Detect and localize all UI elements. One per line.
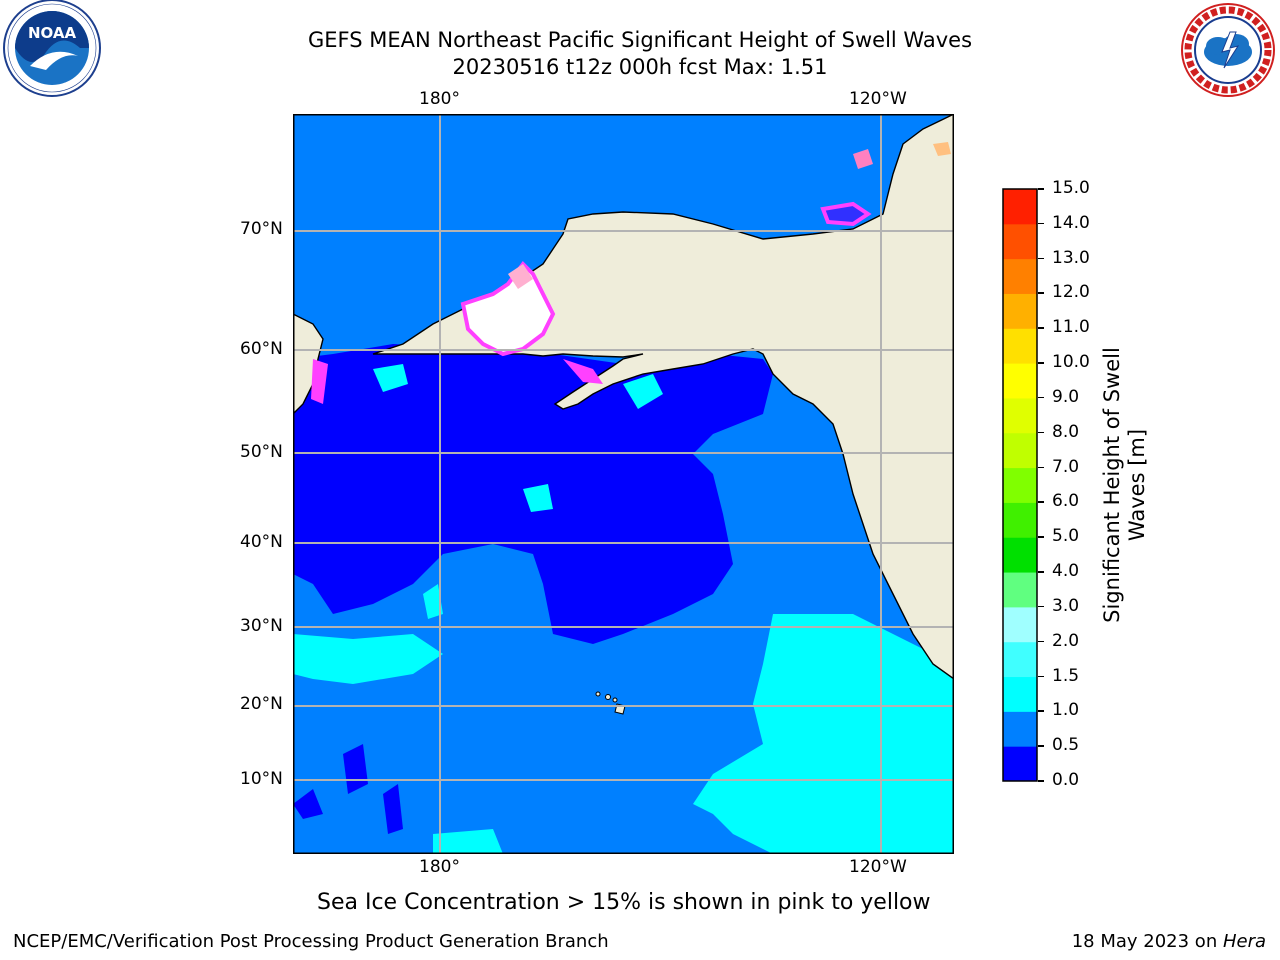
lat-label-40n: 40°N [240,532,283,552]
colorbar-tick-mark [1038,640,1044,643]
lat-label-20n: 20°N [240,694,283,714]
colorbar-tick-label: 6.0 [1052,491,1080,512]
lon-label-bottom-180: 180° [419,857,460,877]
colorbar-tick-label: 15.0 [1052,178,1090,198]
chart-subtitle: 20230516 t12z 000h fcst Max: 1.51 [452,55,828,79]
colorbar-segment [1003,397,1037,434]
colorbar-tick-label: 5.0 [1052,526,1080,547]
colorbar-tick-label: 0.5 [1052,735,1080,756]
colorbar-tick-label: 13.0 [1052,247,1090,268]
sea-ice-overlay [311,142,951,404]
colorbar-tick-label: 4.0 [1052,561,1080,582]
colorbar-tick-mark [1038,222,1044,225]
sea-ice-caption: Sea Ice Concentration > 15% is shown in … [317,890,931,915]
colorbar-tick-label: 2.0 [1052,630,1080,651]
graticule [293,114,954,854]
colorbar-tick-mark [1038,571,1044,573]
colorbar-tick-mark [1038,466,1044,469]
colorbar-segment [1003,467,1037,503]
colorbar-tick-label: 11.0 [1052,317,1090,338]
swell-region-mid [293,364,954,854]
colorbar-tick-label: 1.0 [1052,700,1080,721]
colorbar-segment [1003,363,1037,399]
colorbar-segment [1003,676,1037,712]
lon-label-bottom-120w: 120°W [849,857,907,877]
lon-label-top-120w: 120°W [849,89,907,109]
footer-date: 18 May 2023 on [1071,931,1223,952]
map-panel [293,114,954,854]
nws-logo-icon [1181,3,1275,97]
lat-label-50n: 50°N [240,442,283,462]
lon-label-top-180: 180° [419,89,460,109]
colorbar-segment [1003,328,1037,364]
colorbar-label-line2: Waves [m] [1125,428,1149,542]
noaa-logo-icon: NOAA [3,0,101,97]
colorbar-tick-label: 0.0 [1052,770,1080,790]
colorbar-segment [1003,258,1037,294]
colorbar-tick-label: 8.0 [1052,421,1080,442]
colorbar-label-line1: Significant Height of Swell [1100,347,1124,623]
colorbar-tick-mark [1038,396,1044,399]
land-masses [293,114,954,680]
colorbar-tick-label: 12.0 [1052,282,1090,303]
lat-label-10n: 10°N [240,769,283,789]
colorbar-segment [1003,537,1037,573]
colorbar-segment [1003,641,1037,678]
colorbar [1002,188,1038,782]
colorbar-segment [1003,606,1037,643]
colorbar-tick-mark [1038,745,1044,747]
colorbar-tick-mark [1038,536,1044,538]
colorbar-segment [1003,502,1037,538]
colorbar-segment [1003,293,1037,329]
colorbar-tick-label: 9.0 [1052,386,1080,407]
colorbar-tick-mark [1038,605,1044,608]
map-frame [293,114,954,854]
chart-title: GEFS MEAN Northeast Pacific Significant … [307,28,973,52]
colorbar-tick-label: 14.0 [1052,212,1090,233]
colorbar-tick-mark [1038,675,1044,678]
colorbar-tick-label: 1.5 [1052,665,1080,686]
colorbar-frame [1002,188,1038,782]
colorbar-segment [1003,223,1037,260]
colorbar-tick-label: 10.0 [1052,352,1090,373]
colorbar-segment [1003,711,1037,747]
colorbar-tick-mark [1038,257,1044,260]
footer-right: 18 May 2023 on Hera [1072,931,1266,952]
noaa-logo-text: NOAA [28,24,77,42]
colorbar-tick-mark [1038,292,1044,294]
lat-label-70n: 70°N [240,219,283,239]
footer-host: Hera [1222,931,1266,952]
colorbar-segment [1003,746,1037,782]
colorbar-tick-mark [1038,188,1044,190]
colorbar-tick-label: 3.0 [1052,595,1080,616]
colorbar-tick-mark [1038,327,1044,329]
lat-label-30n: 30°N [240,616,283,636]
colorbar-tick-mark [1038,431,1044,434]
colorbar-segment [1003,572,1037,608]
colorbar-segment [1003,432,1037,469]
colorbar-tick-mark [1038,501,1044,503]
colorbar-segment [1003,189,1037,225]
colorbar-tick-mark [1038,362,1044,364]
footer-left: NCEP/EMC/Verification Post Processing Pr… [13,931,609,952]
lat-label-60n: 60°N [240,339,283,359]
colorbar-tick-mark [1038,780,1044,782]
colorbar-tick-label: 7.0 [1052,456,1080,477]
colorbar-tick-mark [1038,710,1044,712]
